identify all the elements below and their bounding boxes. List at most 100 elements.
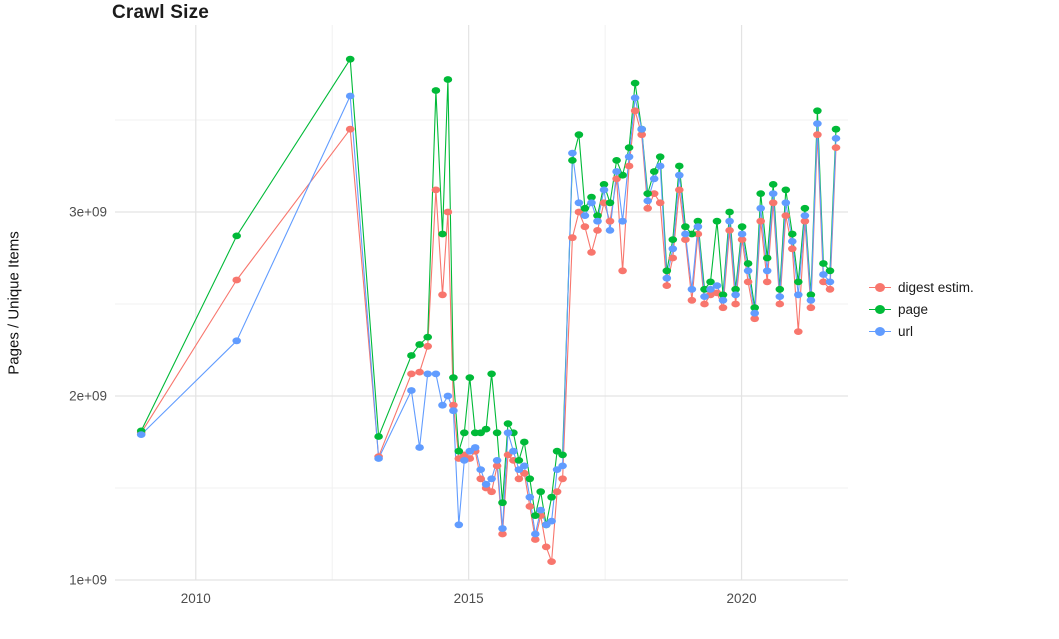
data-point-digest-estim <box>487 488 496 496</box>
data-point-url <box>768 190 778 198</box>
data-point-page <box>407 352 416 359</box>
data-point-digest-estim <box>731 300 740 308</box>
data-point-url <box>536 506 545 514</box>
data-point-page <box>781 186 791 194</box>
data-point-digest-estim <box>831 144 841 152</box>
data-point-page <box>536 488 545 496</box>
data-point-url <box>806 296 816 304</box>
data-point-page <box>675 162 684 170</box>
data-point-page <box>345 55 355 63</box>
data-point-url <box>788 238 797 245</box>
data-point-url <box>743 267 753 275</box>
data-point-digest-estim <box>514 475 524 483</box>
data-point-url <box>831 135 841 142</box>
data-point-url <box>675 171 684 179</box>
data-point-digest-estim <box>558 475 567 483</box>
data-point-digest-estim <box>668 254 678 262</box>
data-point-page <box>737 223 747 231</box>
data-point-digest-estim <box>449 401 458 409</box>
data-point-digest-estim <box>743 278 753 286</box>
x-axis-tick-label: 2020 <box>727 591 757 606</box>
data-point-page <box>718 291 728 299</box>
data-point-url <box>487 475 496 483</box>
data-point-page <box>547 493 556 501</box>
data-point-digest-estim <box>655 199 665 207</box>
data-point-page <box>681 223 690 231</box>
data-point-url <box>681 230 690 238</box>
data-point-digest-estim <box>675 186 684 194</box>
data-point-page <box>520 438 529 446</box>
data-point-page <box>731 285 740 293</box>
data-point-digest-estim <box>407 370 416 378</box>
data-point-url <box>668 245 678 253</box>
data-point-digest-estim <box>599 199 609 207</box>
y-axis-tick-label: 2e+09 <box>69 388 107 403</box>
data-point-url <box>693 223 703 231</box>
data-point-url <box>580 212 590 220</box>
data-point-digest-estim <box>693 230 703 238</box>
data-point-page <box>743 260 753 267</box>
data-point-url <box>794 291 803 299</box>
data-point-digest-estim <box>637 131 646 139</box>
data-point-digest-estim <box>800 217 810 225</box>
data-point-url <box>481 480 491 488</box>
data-point-page <box>514 457 524 464</box>
data-point-digest-estim <box>593 227 602 234</box>
data-point-digest-estim <box>643 204 652 212</box>
data-point-page <box>574 131 584 139</box>
data-point-digest-estim <box>552 488 562 496</box>
data-point-digest-estim <box>700 300 709 308</box>
data-point-url <box>431 370 441 378</box>
data-point-page <box>693 217 703 225</box>
data-point-page <box>700 285 709 293</box>
data-point-url <box>509 447 518 455</box>
data-point-url <box>476 466 486 473</box>
data-point-url <box>819 271 828 278</box>
legend-key <box>868 324 892 338</box>
legend-item: digest estim. <box>868 276 974 298</box>
series-line-page <box>140 58 837 526</box>
legend-key-dot <box>875 327 885 336</box>
data-point-url <box>423 370 433 378</box>
legend-label-page: page <box>898 301 929 317</box>
data-point-digest-estim <box>806 304 816 312</box>
data-point-page <box>800 204 810 212</box>
data-point-url <box>637 125 646 133</box>
data-point-url <box>643 197 652 205</box>
x-axis-tick-label: 2010 <box>181 591 211 606</box>
data-point-digest-estim <box>762 278 772 286</box>
data-point-page <box>232 232 241 240</box>
data-point-url <box>547 517 556 525</box>
data-point-url <box>737 230 747 238</box>
data-point-url <box>498 525 507 532</box>
data-point-digest-estim <box>737 236 747 244</box>
data-point-page <box>706 278 715 286</box>
data-point-url <box>605 227 615 234</box>
data-point-url <box>558 462 567 470</box>
data-point-page <box>643 190 652 198</box>
data-point-url <box>503 429 513 437</box>
data-point-page <box>618 171 627 179</box>
data-point-page <box>806 291 816 299</box>
data-point-url <box>520 462 529 470</box>
data-point-digest-estim <box>781 212 791 220</box>
data-point-digest-estim <box>819 278 828 286</box>
data-point-digest-estim <box>612 175 621 183</box>
data-point-page <box>788 230 797 238</box>
y-axis-tick-label: 3e+09 <box>69 204 107 219</box>
data-point-digest-estim <box>649 190 659 198</box>
data-point-digest-estim <box>498 530 507 538</box>
data-point-page <box>558 451 567 459</box>
data-point-digest-estim <box>775 300 785 308</box>
legend-label-digest-estim: digest estim. <box>898 279 974 295</box>
data-point-digest-estim <box>718 304 728 312</box>
data-point-digest-estim <box>438 291 447 299</box>
legend-label-url: url <box>898 323 914 339</box>
data-point-page <box>498 499 507 507</box>
data-point-page <box>756 190 765 198</box>
data-point-url <box>470 444 480 451</box>
data-point-page <box>750 304 759 312</box>
data-point-page <box>813 107 822 115</box>
data-point-page <box>825 267 835 275</box>
data-point-page <box>668 236 678 244</box>
